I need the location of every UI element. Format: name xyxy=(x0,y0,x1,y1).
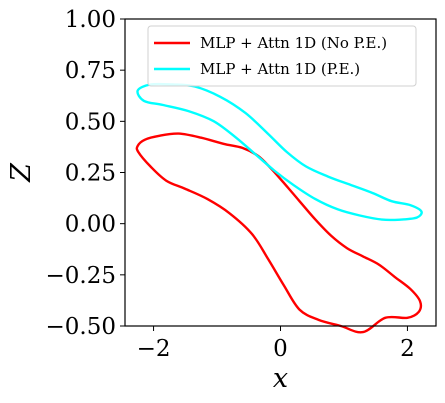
series-line-2 xyxy=(136,82,423,222)
plot-lines xyxy=(135,82,423,334)
series-line-1 xyxy=(135,132,423,334)
x-axis-label: x xyxy=(273,363,288,394)
x-axis: −2 0 2 xyxy=(137,326,415,362)
y-tick-label: −0.50 xyxy=(46,314,116,340)
y-tick-label: 1.00 xyxy=(65,7,116,33)
y-tick-label: 0.50 xyxy=(65,109,116,135)
legend-label-1: MLP + Attn 1D (No P.E.) xyxy=(200,34,387,52)
legend: MLP + Attn 1D (No P.E.) MLP + Attn 1D (P.… xyxy=(147,25,417,87)
y-tick-label: 0.25 xyxy=(65,161,116,187)
y-axis-label: Z xyxy=(6,162,37,183)
y-tick-label: −0.25 xyxy=(46,263,116,289)
x-tick-label: 2 xyxy=(400,336,415,362)
y-axis: −0.50 −0.25 0.00 0.25 0.50 0.75 1.00 xyxy=(46,7,125,340)
x-tick-label: −2 xyxy=(137,336,171,362)
x-tick-label: 0 xyxy=(273,336,288,362)
y-tick-label: 0.75 xyxy=(65,58,116,84)
legend-label-2: MLP + Attn 1D (P.E.) xyxy=(200,60,360,78)
y-tick-label: 0.00 xyxy=(65,212,116,238)
legend-box xyxy=(147,25,417,87)
